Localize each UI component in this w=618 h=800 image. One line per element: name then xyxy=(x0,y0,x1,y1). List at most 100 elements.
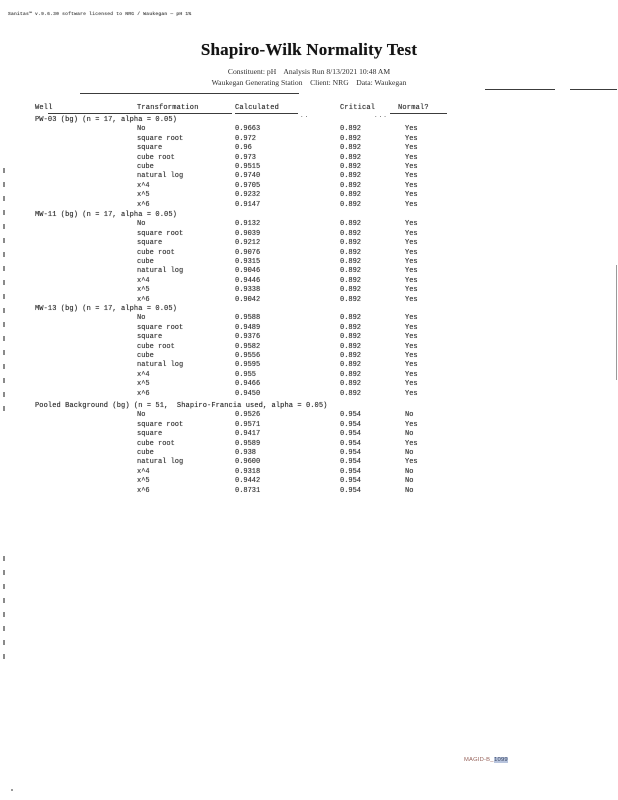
well-block: PW-03 (bg) (n = 17, alpha = 0.05) No 0.966… xyxy=(0,116,618,210)
cell-normal: No xyxy=(405,448,414,457)
cell-calculated: 0.9740 xyxy=(235,172,261,181)
table-row: natural log 0.9595 0.892 Yes xyxy=(0,361,618,370)
scan-edge-mark xyxy=(3,182,5,187)
cell-critical: 0.954 xyxy=(340,467,362,476)
cell-critical: 0.892 xyxy=(340,389,362,398)
cell-transformation: square xyxy=(137,333,163,342)
cell-calculated: 0.9556 xyxy=(235,351,261,360)
scan-artifact xyxy=(11,789,13,791)
cell-transformation: x^5 xyxy=(137,191,150,200)
cell-calculated: 0.9446 xyxy=(235,276,261,285)
cell-normal: Yes xyxy=(405,191,418,200)
table-row: cube root 0.9076 0.892 Yes xyxy=(0,249,618,258)
cell-normal: Yes xyxy=(405,134,418,143)
page-title: Shapiro-Wilk Normality Test xyxy=(200,40,418,59)
bates-prefix: MAGID-B_ xyxy=(464,757,494,763)
cell-normal: Yes xyxy=(405,153,418,162)
column-header-calculated: Calculated xyxy=(235,104,280,112)
scan-edge-mark xyxy=(3,378,5,383)
cell-transformation: x^5 xyxy=(137,286,150,295)
cell-critical: 0.892 xyxy=(340,276,362,285)
cell-transformation: x^4 xyxy=(137,181,150,190)
scan-edge-mark xyxy=(3,266,5,271)
cell-calculated: 0.9039 xyxy=(235,229,261,238)
cell-transformation: cube root xyxy=(137,248,175,257)
cell-calculated: 0.9489 xyxy=(235,323,261,332)
cell-normal: Yes xyxy=(405,439,418,448)
table-row: square 0.9376 0.892 Yes xyxy=(0,333,618,342)
cell-transformation: x^6 xyxy=(137,486,150,495)
cell-transformation: cube root xyxy=(137,439,175,448)
cell-normal: No xyxy=(405,467,414,476)
cell-critical: 0.892 xyxy=(340,200,362,209)
scan-edge-mark xyxy=(3,224,5,229)
column-header-normal: Normal? xyxy=(398,104,429,112)
cell-normal: Yes xyxy=(405,162,418,171)
cell-calculated: 0.9571 xyxy=(235,420,261,429)
table-row: square 0.9417 0.954 No xyxy=(0,430,618,439)
cell-transformation: x^6 xyxy=(137,295,150,304)
cell-critical: 0.954 xyxy=(340,448,362,457)
cell-normal: Yes xyxy=(405,286,418,295)
scan-edge-mark xyxy=(3,364,5,369)
cell-transformation: cube root xyxy=(137,153,175,162)
well-block: Pooled Background (bg) (n = 51, Shapiro-… xyxy=(0,402,618,496)
top-right-line xyxy=(485,89,555,90)
well-block-header: Pooled Background (bg) (n = 51, Shapiro-… xyxy=(35,402,328,410)
cell-critical: 0.954 xyxy=(340,411,362,420)
cell-critical: 0.892 xyxy=(340,370,362,379)
cell-critical: 0.892 xyxy=(340,295,362,304)
scan-edge-mark xyxy=(3,556,5,561)
scan-edge-mark xyxy=(3,598,5,603)
cell-critical: 0.892 xyxy=(340,267,362,276)
cell-transformation: square xyxy=(137,144,163,153)
well-block: MW-11 (bg) (n = 17, alpha = 0.05) No 0.913… xyxy=(0,211,618,305)
scan-edge-mark xyxy=(3,570,5,575)
cell-critical: 0.892 xyxy=(340,239,362,248)
table-row: x^6 0.9042 0.892 Yes xyxy=(0,296,618,305)
cell-normal: No xyxy=(405,411,414,420)
table-row: x^6 0.9147 0.892 Yes xyxy=(0,201,618,210)
well-block: MW-13 (bg) (n = 17, alpha = 0.05) No 0.958… xyxy=(0,305,618,399)
cell-transformation: natural log xyxy=(137,267,184,276)
table-row: cube 0.9515 0.892 Yes xyxy=(0,163,618,172)
bates-stamp: MAGID-B_1099 xyxy=(464,757,509,763)
cell-critical: 0.892 xyxy=(340,380,362,389)
cell-transformation: square root xyxy=(137,323,184,332)
table-row: No 0.9663 0.892 Yes xyxy=(0,125,618,134)
well-block-header: PW-03 (bg) (n = 17, alpha = 0.05) xyxy=(35,116,177,124)
top-right-line xyxy=(570,89,617,90)
scan-edge-mark xyxy=(3,406,5,411)
cell-transformation: square xyxy=(137,239,163,248)
cell-critical: 0.892 xyxy=(340,144,362,153)
cell-critical: 0.892 xyxy=(340,286,362,295)
cell-transformation: x^6 xyxy=(137,389,150,398)
cell-critical: 0.892 xyxy=(340,191,362,200)
cell-normal: Yes xyxy=(405,420,418,429)
cell-normal: Yes xyxy=(405,295,418,304)
table-row: No 0.9588 0.892 Yes xyxy=(0,314,618,323)
scan-edge-mark xyxy=(3,654,5,659)
scan-edge-mark xyxy=(3,294,5,299)
scan-edge-mark xyxy=(3,238,5,243)
table-row: square root 0.972 0.892 Yes xyxy=(0,135,618,144)
cell-calculated: 0.9600 xyxy=(235,458,261,467)
cell-calculated: 0.9582 xyxy=(235,342,261,351)
cell-normal: Yes xyxy=(405,200,418,209)
cell-transformation: x^5 xyxy=(137,380,150,389)
cell-calculated: 0.9076 xyxy=(235,248,261,257)
cell-calculated: 0.973 xyxy=(235,153,257,162)
table-row: cube 0.9556 0.892 Yes xyxy=(0,352,618,361)
cell-transformation: natural log xyxy=(137,361,184,370)
cell-calculated: 0.9147 xyxy=(235,200,261,209)
cell-critical: 0.954 xyxy=(340,477,362,486)
cell-critical: 0.892 xyxy=(340,351,362,360)
cell-normal: Yes xyxy=(405,239,418,248)
cell-critical: 0.892 xyxy=(340,314,362,323)
cell-transformation: cube xyxy=(137,162,154,171)
cell-calculated: 0.9232 xyxy=(235,191,261,200)
table-header-row: Well Transformation Calculated Critical … xyxy=(0,104,618,116)
cell-critical: 0.954 xyxy=(340,486,362,495)
cell-critical: 0.892 xyxy=(340,333,362,342)
